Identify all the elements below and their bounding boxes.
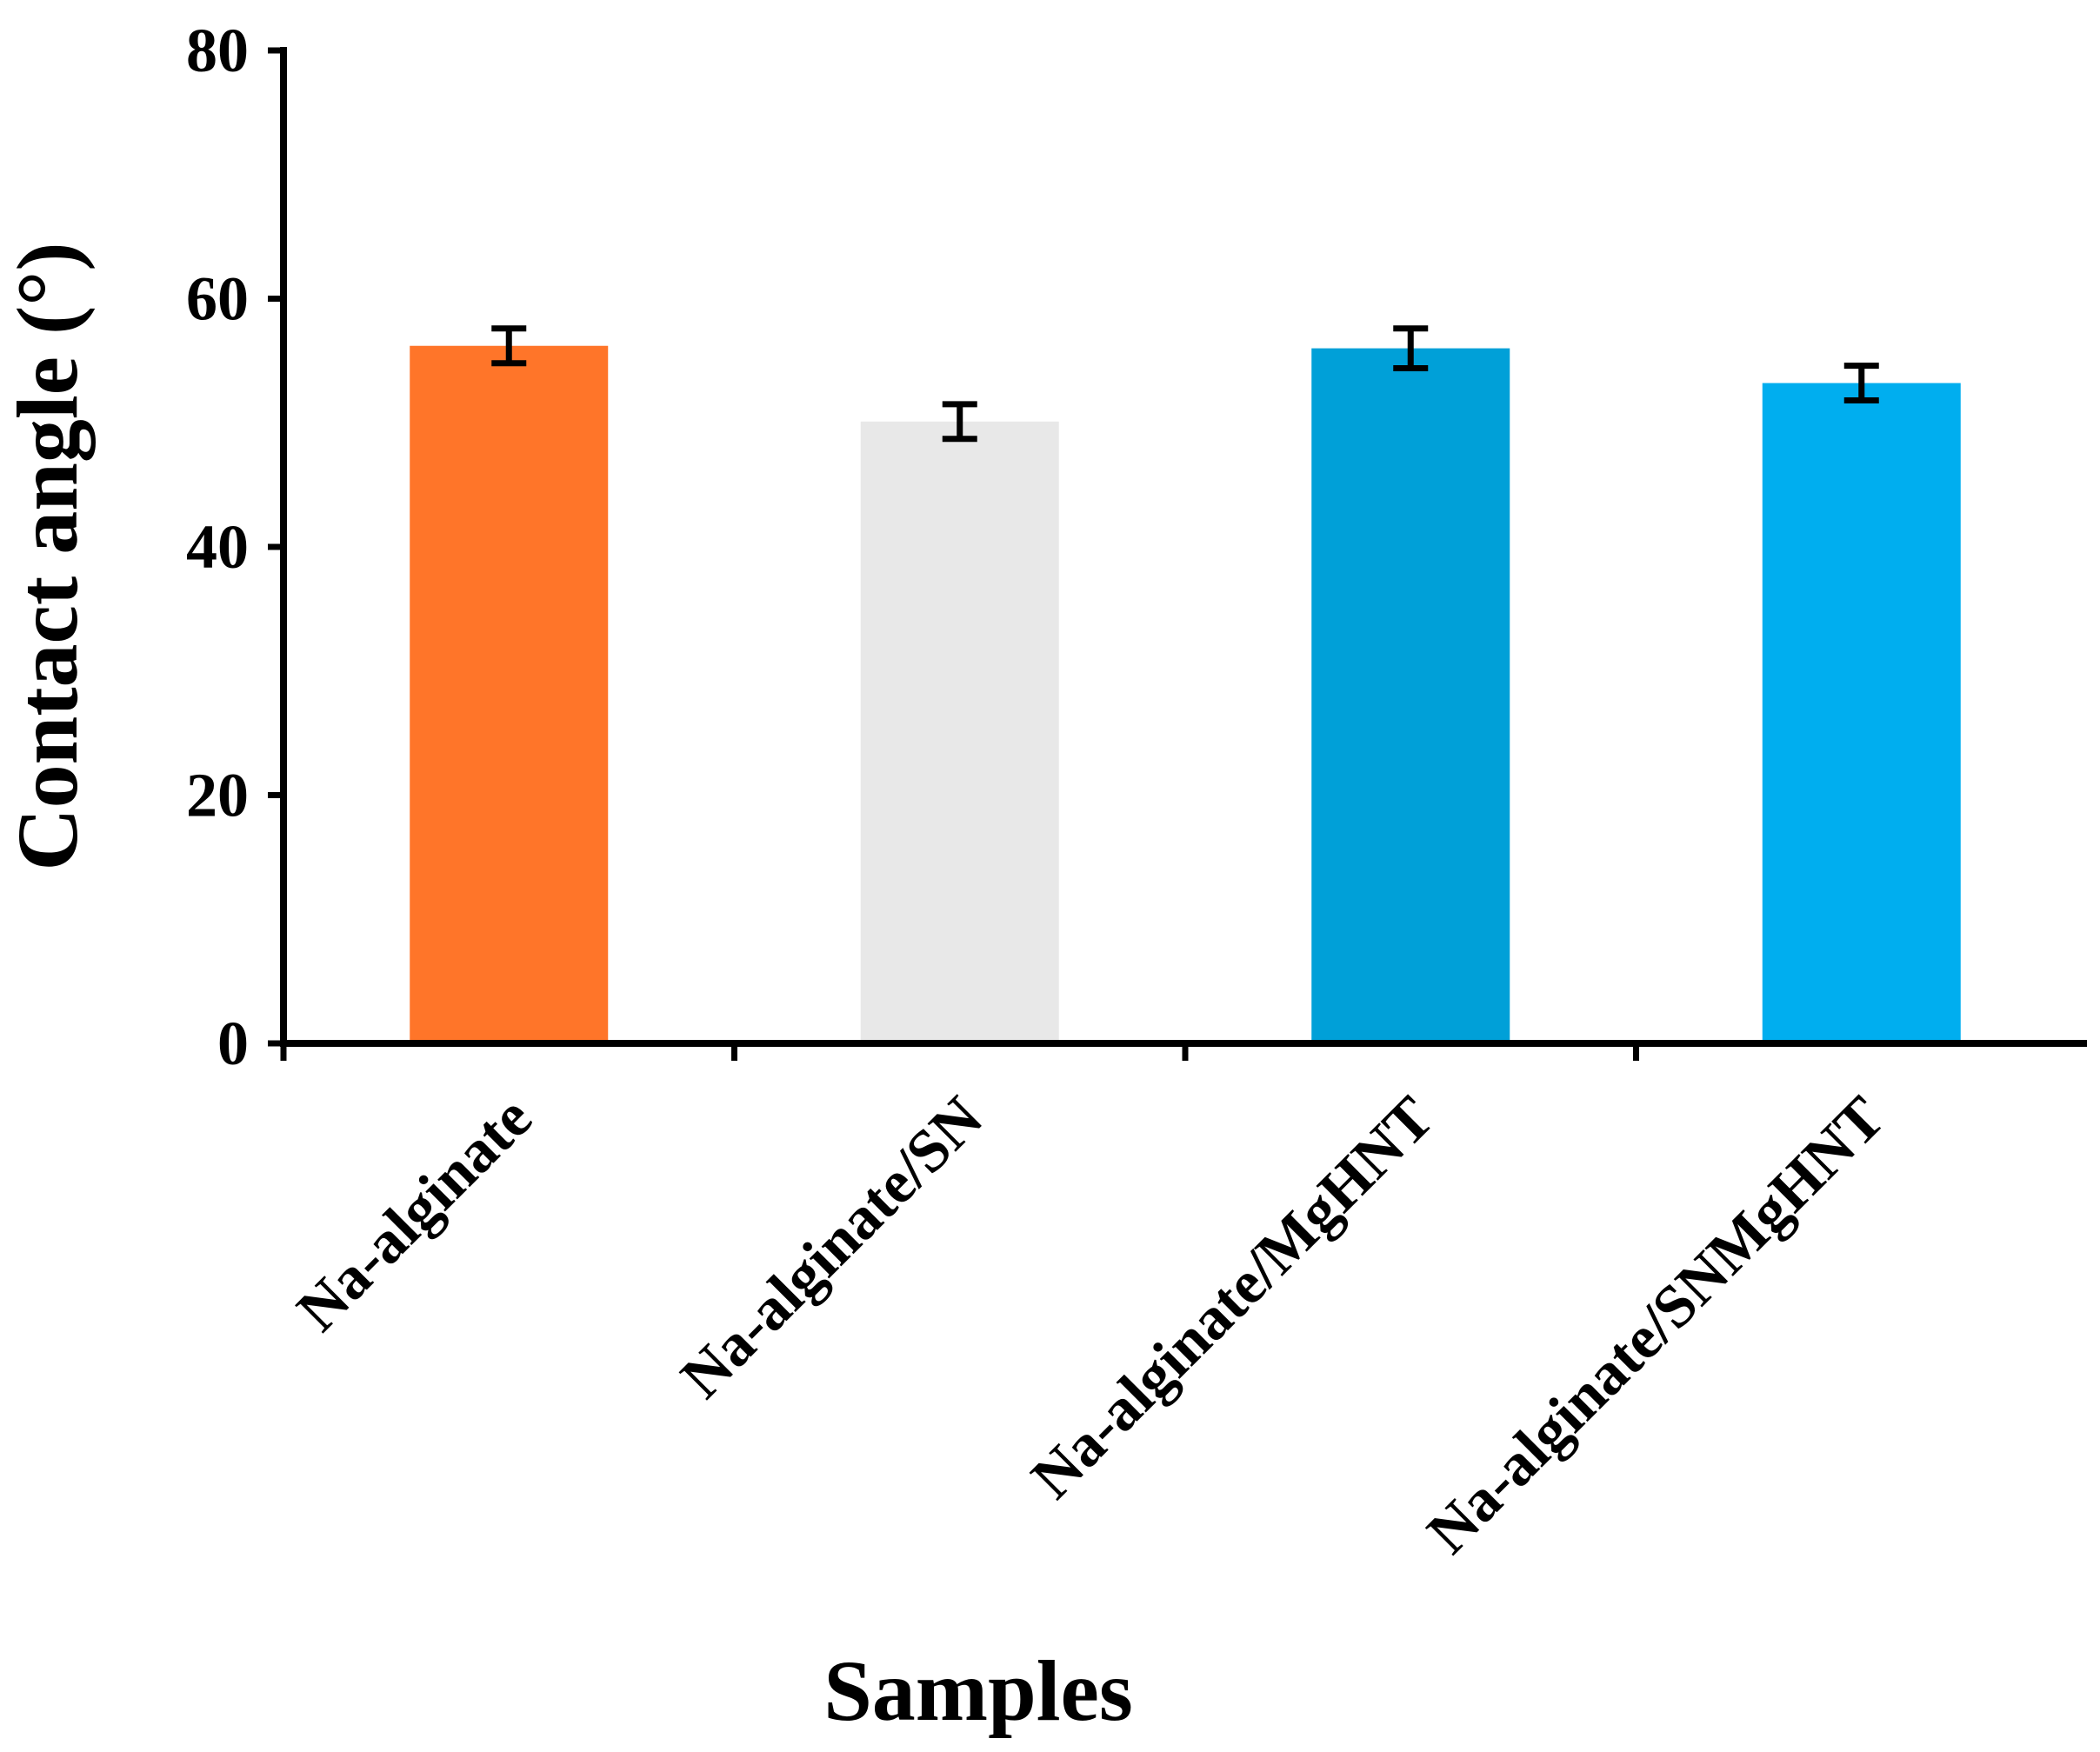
error-bars-layer [491, 325, 1879, 443]
bar [1311, 348, 1510, 1044]
y-tick-label: 60 [186, 264, 249, 334]
y-axis-label: Contact angle (°) [0, 242, 96, 870]
y-tick-label: 20 [186, 761, 249, 830]
bars-layer [410, 345, 1961, 1044]
y-ticks-layer: 0 20 40 60 80 [186, 16, 283, 1078]
bar [410, 345, 609, 1043]
bar [860, 421, 1059, 1043]
x-tick-label: Na-alginate/SNMgHNT [1415, 1084, 1897, 1567]
y-tick-label: 40 [186, 512, 249, 582]
x-axis-label: Samples [823, 1642, 1133, 1739]
x-ticks-layer: Na-alginate Na-alginate/SN Na-alginate/MgH… [280, 1043, 1897, 1567]
x-tick-label: Na-alginate/MgHNT [1019, 1084, 1447, 1512]
y-tick-label: 0 [217, 1009, 249, 1078]
x-tick-label: Na-alginate/SN [669, 1084, 996, 1411]
y-tick-label: 80 [186, 16, 249, 85]
bar [1762, 383, 1961, 1043]
x-tick-label: Na-alginate [284, 1084, 544, 1344]
